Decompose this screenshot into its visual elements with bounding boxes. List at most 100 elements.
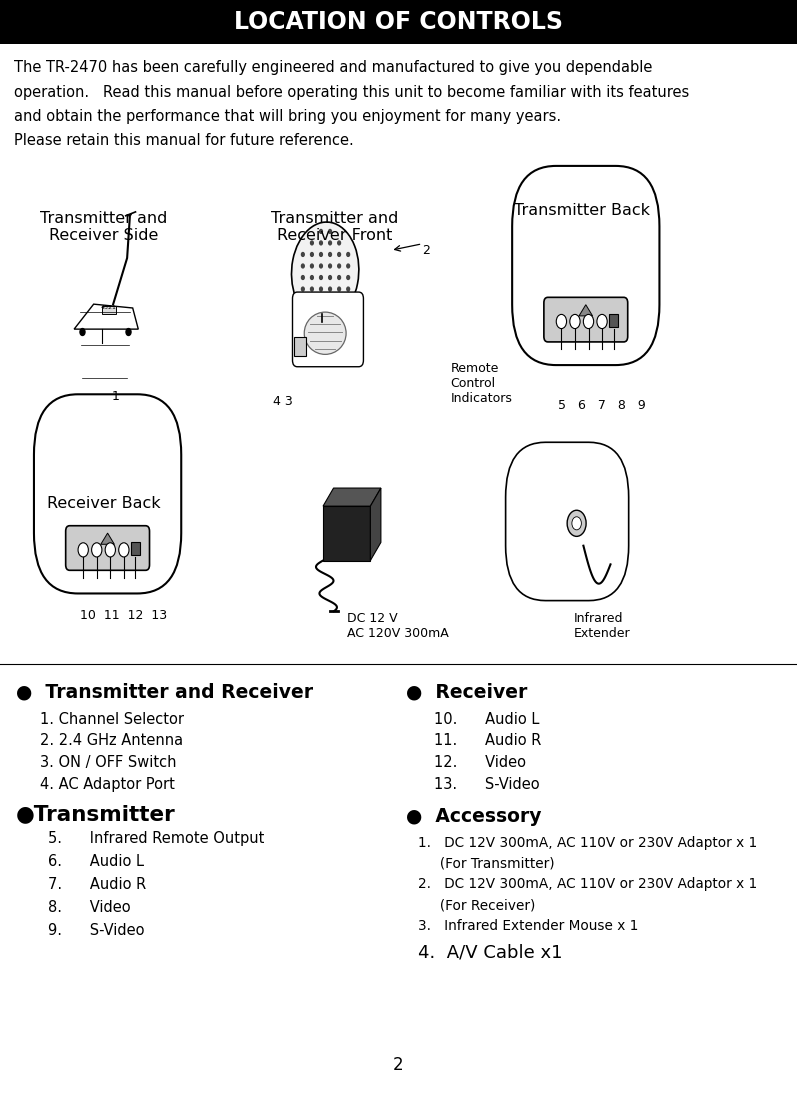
Text: 10.      Audio L: 10. Audio L	[434, 712, 540, 727]
Circle shape	[328, 287, 332, 291]
Text: Transmitter and
Receiver Front: Transmitter and Receiver Front	[271, 211, 398, 244]
Circle shape	[311, 287, 313, 291]
FancyBboxPatch shape	[65, 526, 150, 570]
Circle shape	[320, 253, 322, 257]
Text: 1. Channel Selector: 1. Channel Selector	[40, 712, 184, 727]
Circle shape	[301, 253, 304, 257]
Text: (For Transmitter): (For Transmitter)	[418, 856, 555, 871]
Ellipse shape	[292, 222, 359, 322]
Text: 4.  A/V Cable x1: 4. A/V Cable x1	[418, 943, 563, 961]
Circle shape	[570, 314, 580, 328]
Circle shape	[320, 276, 322, 280]
Circle shape	[320, 299, 322, 303]
Ellipse shape	[304, 312, 346, 355]
Text: 1.   DC 12V 300mA, AC 110V or 230V Adaptor x 1: 1. DC 12V 300mA, AC 110V or 230V Adaptor…	[418, 836, 758, 850]
Circle shape	[328, 276, 332, 280]
Polygon shape	[323, 506, 371, 560]
Text: 7.      Audio R: 7. Audio R	[48, 877, 146, 893]
Circle shape	[311, 242, 313, 245]
Bar	[609, 314, 618, 327]
Circle shape	[338, 299, 340, 303]
Circle shape	[126, 328, 131, 336]
Text: 5   6   7   8   9: 5 6 7 8 9	[558, 399, 646, 412]
Polygon shape	[74, 304, 139, 329]
Circle shape	[583, 314, 594, 328]
Text: Transmitter and
Receiver Side: Transmitter and Receiver Side	[40, 211, 167, 244]
Circle shape	[556, 314, 567, 328]
Circle shape	[105, 542, 116, 557]
Circle shape	[597, 314, 607, 328]
Circle shape	[311, 299, 313, 303]
Circle shape	[311, 276, 313, 280]
Circle shape	[311, 264, 313, 268]
Circle shape	[311, 253, 313, 257]
Circle shape	[328, 242, 332, 245]
Text: operation.   Read this manual before operating this unit to become familiar with: operation. Read this manual before opera…	[14, 85, 689, 100]
Bar	[0, 0, 797, 44]
Text: (For Receiver): (For Receiver)	[418, 898, 536, 912]
Text: Infrared
Extender: Infrared Extender	[574, 612, 630, 640]
Text: ●  Transmitter and Receiver: ● Transmitter and Receiver	[16, 683, 313, 702]
Text: 2.   DC 12V 300mA, AC 110V or 230V Adaptor x 1: 2. DC 12V 300mA, AC 110V or 230V Adaptor…	[418, 877, 758, 892]
Text: 13.      S-Video: 13. S-Video	[434, 777, 540, 793]
FancyBboxPatch shape	[544, 298, 628, 341]
Bar	[294, 337, 305, 356]
Circle shape	[567, 511, 586, 537]
Bar	[102, 306, 116, 314]
Circle shape	[338, 276, 340, 280]
Circle shape	[347, 276, 350, 280]
Circle shape	[328, 229, 332, 234]
Polygon shape	[579, 305, 592, 316]
Circle shape	[320, 242, 322, 245]
Circle shape	[328, 264, 332, 268]
Text: 4. AC Adaptor Port: 4. AC Adaptor Port	[40, 777, 175, 793]
FancyBboxPatch shape	[34, 394, 181, 593]
Text: ●  Receiver: ● Receiver	[406, 683, 528, 702]
Text: Please retain this manual for future reference.: Please retain this manual for future ref…	[14, 133, 354, 148]
Text: 8.      Video: 8. Video	[48, 900, 131, 916]
FancyBboxPatch shape	[505, 442, 629, 601]
Circle shape	[338, 242, 340, 245]
Circle shape	[338, 287, 340, 291]
Text: 11.      Audio R: 11. Audio R	[434, 733, 542, 749]
Circle shape	[301, 264, 304, 268]
Text: 10  11  12  13: 10 11 12 13	[80, 609, 167, 623]
Circle shape	[338, 264, 340, 268]
Text: 4321: 4321	[101, 305, 117, 310]
Text: Transmitter Back: Transmitter Back	[514, 203, 650, 219]
Text: 3.   Infrared Extender Mouse x 1: 3. Infrared Extender Mouse x 1	[418, 919, 639, 933]
Circle shape	[328, 253, 332, 257]
Circle shape	[347, 264, 350, 268]
Circle shape	[338, 253, 340, 257]
Polygon shape	[100, 534, 115, 545]
Circle shape	[572, 517, 581, 530]
Circle shape	[328, 310, 332, 314]
Text: 2. 2.4 GHz Antenna: 2. 2.4 GHz Antenna	[40, 733, 183, 749]
Text: The TR-2470 has been carefully engineered and manufactured to give you dependabl: The TR-2470 has been carefully engineere…	[14, 60, 653, 76]
FancyBboxPatch shape	[512, 166, 659, 366]
Circle shape	[320, 264, 322, 268]
Circle shape	[301, 287, 304, 291]
Circle shape	[301, 276, 304, 280]
Text: ●Transmitter: ●Transmitter	[16, 804, 175, 824]
Text: ●  Accessory: ● Accessory	[406, 807, 542, 826]
Text: 1: 1	[112, 390, 120, 403]
Circle shape	[347, 253, 350, 257]
Text: 5.      Infrared Remote Output: 5. Infrared Remote Output	[48, 831, 264, 847]
Circle shape	[328, 299, 332, 303]
Bar	[131, 542, 140, 556]
Text: 12.      Video: 12. Video	[434, 755, 526, 771]
FancyBboxPatch shape	[292, 292, 363, 367]
Text: and obtain the performance that will bring you enjoyment for many years.: and obtain the performance that will bri…	[14, 109, 561, 124]
Polygon shape	[323, 488, 381, 506]
Text: Receiver Back: Receiver Back	[47, 496, 160, 512]
Circle shape	[92, 542, 102, 557]
Circle shape	[78, 542, 88, 557]
Text: 2: 2	[422, 244, 430, 257]
Text: 9.      S-Video: 9. S-Video	[48, 923, 144, 939]
Text: LOCATION OF CONTROLS: LOCATION OF CONTROLS	[234, 10, 563, 34]
Text: DC 12 V
AC 120V 300mA: DC 12 V AC 120V 300mA	[347, 612, 449, 640]
Circle shape	[320, 310, 322, 314]
Text: 6.      Audio L: 6. Audio L	[48, 854, 143, 870]
Circle shape	[320, 287, 322, 291]
